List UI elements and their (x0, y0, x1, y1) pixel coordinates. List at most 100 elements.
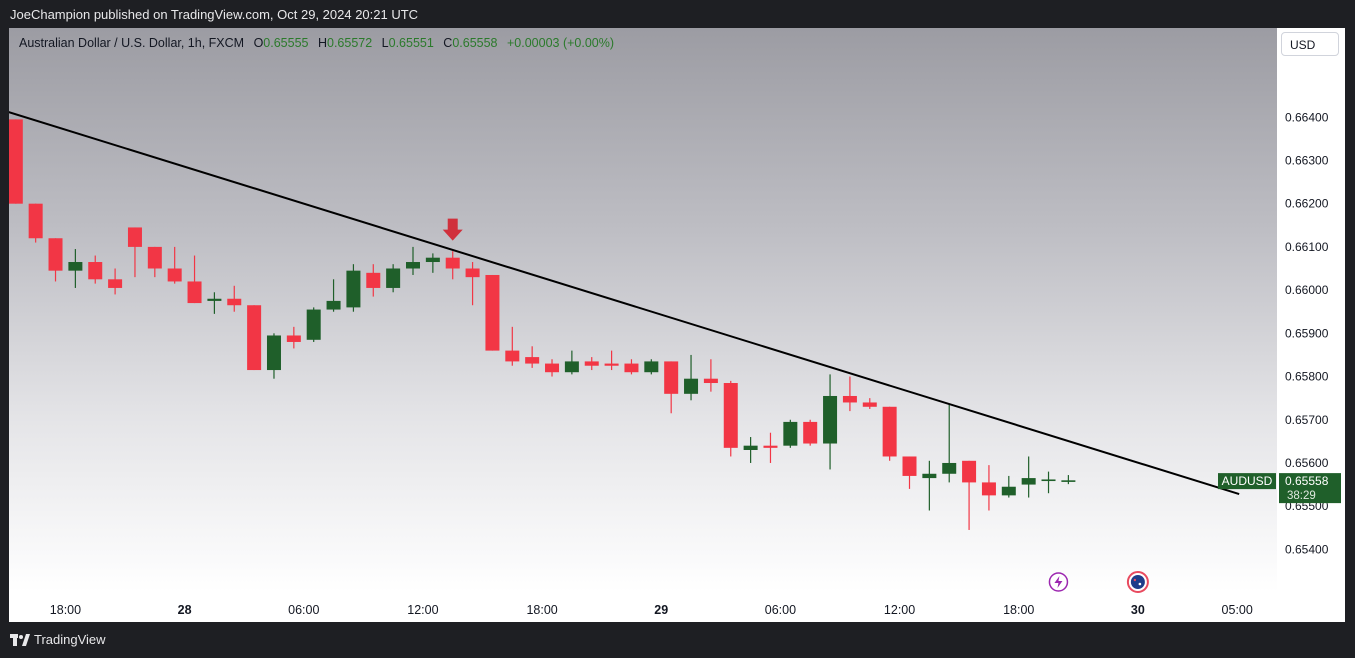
time-tick-label: 28 (178, 603, 192, 617)
low-value: 0.65551 (388, 36, 434, 50)
candle-down (366, 272, 381, 288)
candle-down (525, 357, 540, 364)
close-value: 0.65558 (452, 36, 498, 50)
candle-down (763, 445, 778, 448)
symbol-tag-label: AUDUSD (1222, 474, 1273, 488)
price-tick-label: 0.65600 (1285, 456, 1329, 470)
candle-up (425, 257, 440, 263)
candle-up (1061, 480, 1076, 482)
high-value: 0.65572 (327, 36, 373, 50)
candle-down (127, 227, 142, 247)
price-tick-label: 0.65900 (1285, 326, 1329, 340)
candle-down (167, 268, 182, 282)
time-tick-label: 18:00 (50, 603, 81, 617)
candle-down (485, 274, 500, 351)
time-axis[interactable] (9, 592, 1277, 622)
candle-up (684, 378, 699, 394)
candle-down (981, 482, 996, 496)
time-tick-label: 30 (1131, 603, 1145, 617)
symbol-tag (1218, 473, 1276, 490)
candle-down (882, 406, 897, 457)
candle-down (902, 456, 917, 476)
publisher-line: JoeChampion published on TradingView.com… (10, 7, 419, 22)
candle-down (962, 460, 977, 483)
footer: TradingView (10, 632, 106, 647)
candle-up (266, 335, 281, 371)
candle-down (108, 279, 123, 288)
time-tick-label: 18:00 (1003, 603, 1034, 617)
candle-down (624, 363, 639, 373)
price-tick-label: 0.65400 (1285, 542, 1329, 556)
time-tick-label: 12:00 (407, 603, 438, 617)
candle-up (1021, 478, 1036, 485)
candle-down (28, 203, 43, 239)
symbol-legend: Australian Dollar / U.S. Dollar, 1h, FXC… (19, 36, 614, 50)
change-value: +0.00003 (+0.00%) (507, 36, 615, 50)
time-tick-label: 06:00 (288, 603, 319, 617)
close-label: C (443, 36, 453, 50)
candle-down (88, 262, 103, 280)
time-tick-label: 29 (654, 603, 668, 617)
candle-down (445, 257, 460, 269)
price-axis[interactable] (1277, 28, 1345, 622)
lightning-icon (1054, 576, 1063, 588)
last-price-tag (1279, 473, 1341, 504)
chart-frame[interactable]: 0.66400 0.66300 0.66200 0.66100 0.66000 0.659… (9, 28, 1345, 622)
candle-down (187, 281, 202, 304)
candle-up (326, 300, 341, 310)
candle-down (465, 268, 480, 278)
price-tick-label: 0.66100 (1285, 240, 1329, 254)
low-label: L (381, 36, 389, 50)
candlestick-chart[interactable]: 0.66400 0.66300 0.66200 0.66100 0.66000 0.659… (9, 28, 1345, 622)
candle-down (247, 305, 262, 371)
candle-up (386, 268, 401, 288)
candle-down (147, 246, 162, 269)
open-value: 0.65555 (263, 36, 309, 50)
candle-up (922, 473, 937, 479)
candle-up (68, 262, 83, 271)
open-label: O (253, 36, 264, 50)
last-price-label: 0.65558 (1285, 474, 1329, 488)
candle-up (823, 395, 838, 444)
time-tick-label: 05:00 (1222, 603, 1253, 617)
candle-down (664, 361, 679, 394)
price-tick-label: 0.66000 (1285, 283, 1329, 297)
candle-up (942, 462, 957, 474)
price-tick-label: 0.66200 (1285, 197, 1329, 211)
arrow-down-annotation (442, 218, 463, 241)
symbol-line[interactable]: Australian Dollar / U.S. Dollar, 1h, FXC… (19, 36, 245, 50)
candle-up (743, 445, 758, 450)
high-label: H (317, 36, 327, 50)
candle-up (1001, 486, 1016, 496)
candle-up (783, 421, 798, 446)
currency-button[interactable]: USD (1281, 32, 1339, 56)
price-tick-label: 0.66300 (1285, 153, 1329, 167)
candle-down (227, 298, 242, 306)
price-tick-label: 0.66400 (1285, 110, 1329, 124)
countdown-label: 38:29 (1287, 490, 1316, 502)
candle-down (584, 361, 599, 366)
candle-down (9, 119, 23, 204)
trend-line (9, 111, 1240, 496)
candle-down (48, 238, 63, 271)
footer-brand: TradingView (34, 632, 106, 647)
flag-cross-icon (1133, 578, 1137, 582)
price-tick-label: 0.65700 (1285, 413, 1329, 427)
candle-up (1041, 479, 1056, 482)
candle-down (842, 395, 857, 403)
time-tick-label: 06:00 (765, 603, 796, 617)
candle-down (604, 363, 619, 366)
candle-down (862, 402, 877, 407)
candle-down (286, 335, 301, 342)
candle-up (306, 309, 321, 340)
candle-down (803, 421, 818, 444)
tradingview-logo-icon (10, 633, 30, 646)
time-tick-label: 12:00 (884, 603, 915, 617)
price-tick-label: 0.65800 (1285, 370, 1329, 384)
flag-star-icon (1138, 582, 1142, 586)
candle-up (644, 361, 659, 373)
candle-down (703, 378, 718, 384)
candle-down (545, 363, 560, 373)
candle-up (406, 262, 420, 269)
candle-up (207, 298, 222, 301)
